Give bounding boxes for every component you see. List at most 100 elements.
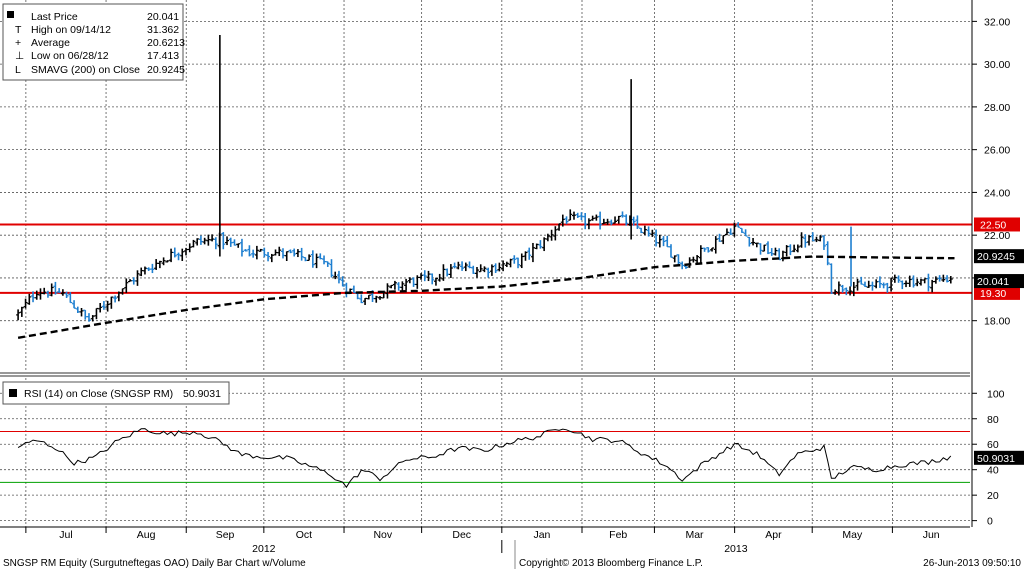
- ohlc-bar: [75, 306, 80, 314]
- ohlc-bar: [225, 236, 230, 246]
- ohlc-bar: [422, 270, 427, 282]
- ohlc-bar: [478, 264, 483, 273]
- rsi-legend-label: RSI (14) on Close (SNGSP RM): [24, 388, 173, 400]
- ohlc-bar: [583, 212, 588, 230]
- price-tick-label: 22.00: [984, 230, 1010, 242]
- ohlc-bar: [795, 244, 800, 253]
- ohlc-bar: [221, 232, 226, 250]
- ohlc-bar: [489, 264, 494, 276]
- ohlc-bar: [351, 285, 356, 294]
- ohlc-bar: [609, 219, 614, 226]
- ohlc-bar: [516, 257, 521, 269]
- ohlc-bar: [807, 235, 812, 246]
- rsi-value-tag-label: 50.9031: [977, 453, 1015, 465]
- ohlc-bar: [299, 247, 304, 261]
- ohlc-bar: [881, 282, 886, 289]
- ohlc-bar: [239, 238, 244, 257]
- ohlc-bar: [784, 245, 789, 257]
- ohlc-bar: [445, 268, 450, 277]
- ohlc-bar: [519, 253, 524, 269]
- rsi-legend-box: [2, 381, 230, 405]
- ohlc-bar: [571, 211, 576, 220]
- ohlc-bar: [266, 251, 271, 262]
- price-tick-label: 28.00: [984, 102, 1010, 114]
- ohlc-bar: [747, 236, 752, 247]
- price-marks: [0, 35, 972, 339]
- ohlc-bar: [262, 247, 267, 258]
- ohlc-bar: [180, 248, 185, 261]
- ohlc-bar: [86, 313, 91, 322]
- ohlc-bar: [538, 240, 543, 249]
- ohlc-bar: [557, 223, 562, 231]
- ohlc-bar: [60, 289, 65, 296]
- value-tag-label: 20.9245: [977, 251, 1015, 263]
- legend-row-label: Average: [31, 37, 70, 49]
- ohlc-bar: [560, 214, 565, 227]
- rsi-marks: [0, 428, 970, 489]
- ohlc-bar: [161, 257, 166, 266]
- ohlc-bar: [277, 246, 282, 257]
- price-tick-label: 26.00: [984, 145, 1010, 157]
- ohlc-bar: [105, 300, 110, 312]
- ohlc-bar: [907, 275, 912, 287]
- month-tick-label: Feb: [609, 529, 627, 541]
- ohlc-bar: [620, 211, 625, 218]
- ohlc-bar: [325, 261, 330, 267]
- ohlc-bar: [183, 247, 188, 256]
- rsi-legend: RSI (14) on Close (SNGSP RM) 50.9031: [2, 381, 230, 405]
- ohlc-bar: [318, 253, 323, 260]
- ohlc-bar: [825, 241, 830, 266]
- ohlc-bar: [564, 216, 569, 225]
- ohlc-bar: [493, 263, 498, 274]
- ohlc-bar: [254, 245, 259, 260]
- rsi-tick-label: 100: [987, 388, 1005, 400]
- ohlc-bar: [687, 257, 692, 268]
- ohlc-bar: [101, 301, 106, 310]
- ohlc-bar: [415, 275, 420, 289]
- sma-200-line: [17, 255, 955, 339]
- ohlc-bar: [322, 255, 327, 265]
- month-tick-label: Jul: [59, 529, 72, 541]
- ohlc-bar: [176, 252, 181, 261]
- legend-row-label: Low on 06/28/12: [31, 50, 109, 62]
- ohlc-bar: [896, 275, 901, 283]
- ohlc-bar: [232, 239, 237, 246]
- month-tick-label: Oct: [296, 529, 312, 541]
- footer-security-description: SNGSP RM Equity (Surgutneftegas OAO) Dai…: [3, 558, 306, 569]
- ohlc-bar: [109, 296, 114, 309]
- ohlc-bar: [482, 266, 487, 273]
- month-tick-label: Nov: [373, 529, 392, 541]
- ohlc-bar: [900, 280, 905, 290]
- ohlc-bar: [154, 259, 159, 270]
- ohlc-bar: [736, 222, 741, 228]
- ohlc-bar: [198, 235, 203, 245]
- ohlc-bar: [889, 277, 894, 292]
- ohlc-bar: [433, 277, 438, 286]
- ohlc-bar: [915, 278, 920, 287]
- footer-timestamp: 26-Jun-2013 09:50:10: [923, 558, 1021, 569]
- ohlc-bar: [363, 297, 368, 305]
- ohlc-bar: [892, 274, 897, 283]
- value-tag-label: 20.041: [977, 276, 1009, 288]
- ohlc-bar: [72, 300, 77, 309]
- ohlc-bar: [68, 292, 73, 304]
- ohlc-bar: [396, 282, 401, 291]
- month-tick-label: Jan: [533, 529, 550, 541]
- ohlc-bar: [31, 291, 36, 303]
- ohlc-bar: [504, 261, 509, 268]
- ohlc-bar: [19, 306, 24, 317]
- level-tag-label: 19.30: [980, 288, 1006, 300]
- ohlc-bar: [668, 244, 673, 258]
- ohlc-bar: [777, 248, 782, 261]
- ohlc-bar: [542, 237, 547, 252]
- ohlc-bar: [732, 222, 737, 237]
- level-tag: [974, 217, 1020, 232]
- ohlc-bar: [743, 229, 748, 237]
- value-tag: [974, 249, 1024, 264]
- ohlc-bar: [751, 237, 756, 246]
- ohlc-bar: [613, 216, 618, 224]
- ohlc-bar: [292, 248, 297, 257]
- ohlc-bar: [437, 273, 442, 282]
- ohlc-bar: [124, 278, 129, 293]
- rsi-value-tag: [974, 450, 1024, 465]
